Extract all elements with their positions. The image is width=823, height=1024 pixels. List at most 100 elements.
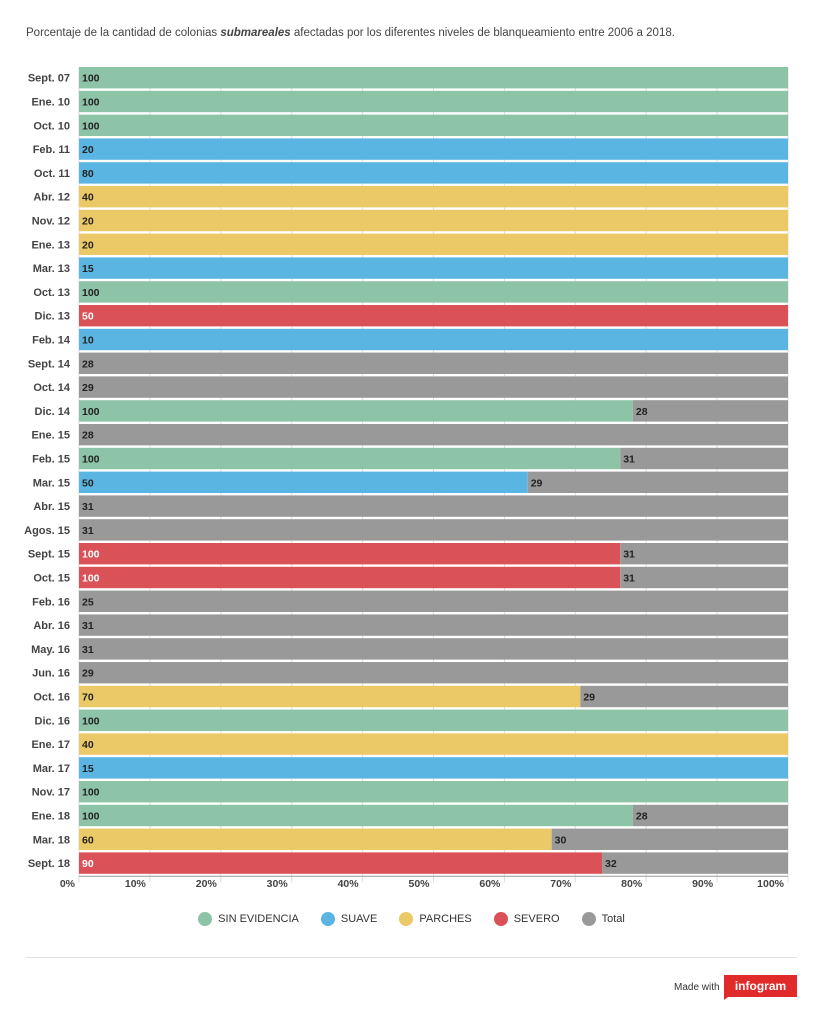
bar-segment bbox=[527, 471, 788, 493]
bar-segment bbox=[79, 305, 788, 327]
row-label: Oct. 14 bbox=[33, 382, 71, 394]
row-label: Mar. 17 bbox=[33, 763, 70, 775]
legend-item[interactable]: Total bbox=[581, 912, 625, 926]
bar-segment bbox=[632, 400, 788, 422]
legend-item[interactable]: PARCHES bbox=[399, 912, 472, 926]
bar-segment bbox=[79, 614, 788, 636]
legend-item[interactable]: SEVERO bbox=[493, 912, 560, 926]
row-label: Nov. 17 bbox=[32, 787, 70, 799]
row-label: Dic. 13 bbox=[35, 311, 70, 323]
bar-segment bbox=[79, 519, 788, 541]
bar-segment bbox=[79, 590, 788, 612]
title-prefix: Porcentaje de la cantidad de colonias bbox=[26, 27, 221, 39]
data-label: 40 bbox=[82, 739, 94, 751]
infogram-logo-tail bbox=[724, 994, 732, 1000]
row-label: Sept. 15 bbox=[28, 549, 70, 561]
bar-segment bbox=[79, 209, 788, 232]
bar-segment bbox=[79, 781, 788, 803]
data-label: 28 bbox=[636, 811, 648, 823]
x-tick-label: 30% bbox=[267, 878, 289, 890]
bar-segment bbox=[602, 852, 788, 874]
data-label: 28 bbox=[82, 358, 94, 370]
legend-item[interactable]: SUAVE bbox=[320, 912, 378, 926]
bar-segment bbox=[79, 67, 788, 89]
chart-legend: SIN EVIDENCIA SUAVE PARCHES SEVERO Total bbox=[0, 912, 823, 926]
legend-label: SIN EVIDENCIA bbox=[218, 913, 299, 925]
row-label: Feb. 11 bbox=[33, 144, 70, 156]
data-label: 50 bbox=[82, 311, 94, 323]
data-label: 100 bbox=[82, 120, 100, 132]
bar-segment bbox=[79, 376, 788, 398]
data-label: 100 bbox=[82, 97, 100, 109]
row-label: Sept. 07 bbox=[28, 73, 70, 85]
data-label: 20 bbox=[82, 144, 94, 156]
row-label: Oct. 11 bbox=[34, 168, 70, 180]
row-label: Oct. 13 bbox=[33, 287, 70, 299]
row-label: Abr. 15 bbox=[33, 501, 70, 513]
bar-segment bbox=[79, 400, 633, 422]
x-tick-label: 10% bbox=[125, 878, 147, 890]
bar-segment bbox=[79, 424, 788, 446]
legend-label: SUAVE bbox=[340, 913, 378, 925]
data-label: 28 bbox=[82, 430, 94, 442]
legend-swatch bbox=[493, 912, 508, 926]
legend-label: SEVERO bbox=[513, 913, 560, 925]
bar-segment bbox=[79, 257, 788, 279]
data-label: 29 bbox=[583, 692, 595, 704]
data-label: 31 bbox=[82, 525, 94, 537]
data-label: 100 bbox=[82, 454, 100, 466]
legend-swatch bbox=[399, 912, 414, 926]
x-tick-label: 80% bbox=[621, 878, 643, 890]
data-label: 50 bbox=[82, 477, 94, 489]
bar-segment bbox=[79, 638, 788, 660]
row-label: Sept. 14 bbox=[28, 358, 71, 370]
row-label: Feb. 14 bbox=[32, 335, 71, 347]
x-tick-label: 60% bbox=[479, 878, 501, 890]
bar-segment bbox=[79, 804, 633, 827]
row-label: Abr. 16 bbox=[33, 620, 70, 632]
row-label: Feb. 15 bbox=[32, 454, 70, 466]
bar-segment bbox=[79, 114, 788, 136]
bar-segment bbox=[79, 566, 621, 589]
bar-segment bbox=[620, 543, 788, 565]
bar-segment bbox=[79, 471, 528, 493]
data-label: 15 bbox=[82, 763, 94, 775]
bar-segment bbox=[79, 447, 621, 470]
row-label: Oct. 10 bbox=[33, 120, 70, 132]
data-label: 60 bbox=[82, 834, 94, 846]
x-tick-label: 90% bbox=[692, 878, 714, 890]
x-tick-label: 40% bbox=[338, 878, 360, 890]
legend-swatch bbox=[581, 912, 596, 926]
row-label: Mar. 15 bbox=[33, 477, 70, 489]
data-label: 100 bbox=[82, 406, 100, 418]
row-label: Oct. 16 bbox=[33, 692, 70, 704]
data-label: 100 bbox=[82, 287, 100, 299]
x-tick-label: 0% bbox=[60, 878, 76, 890]
row-label: May. 16 bbox=[31, 644, 70, 656]
made-with-label: Made with bbox=[674, 982, 720, 993]
data-label: 29 bbox=[82, 668, 94, 680]
data-label: 40 bbox=[82, 192, 94, 204]
data-label: 31 bbox=[623, 573, 635, 585]
bar-segment bbox=[79, 138, 788, 160]
legend-item[interactable]: SIN EVIDENCIA bbox=[198, 912, 299, 926]
data-label: 80 bbox=[82, 168, 94, 180]
chart-title: Porcentaje de la cantidad de colonias su… bbox=[26, 27, 806, 39]
bar-segment bbox=[620, 566, 788, 589]
row-label: Ene. 17 bbox=[31, 739, 70, 751]
stacked-bar-chart: Sept. 07 100 Ene. 10 100 Oct. 10 100 Feb. 11 20… bbox=[24, 67, 789, 890]
bar-segment bbox=[79, 90, 788, 113]
row-label: Dic. 16 bbox=[35, 715, 70, 727]
bar-segment bbox=[79, 852, 603, 874]
data-label: 31 bbox=[623, 549, 635, 561]
data-label: 10 bbox=[82, 335, 94, 347]
row-label: Agos. 15 bbox=[24, 525, 70, 537]
data-label: 90 bbox=[82, 858, 94, 870]
data-label: 100 bbox=[82, 73, 100, 85]
row-label: Nov. 12 bbox=[32, 216, 70, 228]
row-label: Sept. 18 bbox=[28, 858, 70, 870]
row-label: Abr. 12 bbox=[33, 192, 70, 204]
legend-swatch bbox=[320, 912, 335, 926]
infogram-logo[interactable]: infogram bbox=[724, 975, 797, 997]
data-label: 20 bbox=[82, 239, 94, 251]
